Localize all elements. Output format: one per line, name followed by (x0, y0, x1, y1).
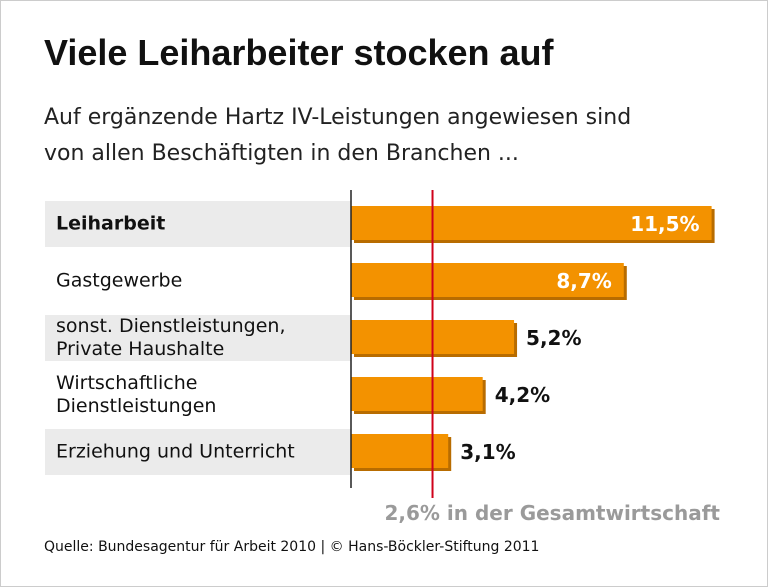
value-label: 4,2% (495, 383, 550, 407)
bar (351, 377, 483, 411)
category-label: Wirtschaftliche Dienstleistungen (56, 372, 217, 417)
category-label: Gastgewerbe (56, 269, 183, 292)
row-background (45, 315, 351, 361)
bar (351, 434, 449, 468)
category-label: Erziehung und Unterricht (56, 440, 295, 463)
reference-label: 2,6% in der Gesamtwirtschaft (385, 501, 721, 525)
value-label: 8,7% (556, 269, 611, 293)
value-label: 5,2% (526, 326, 581, 350)
chart-title: Viele Leiharbeiter stocken auf (44, 32, 554, 73)
value-label: 3,1% (460, 440, 515, 464)
category-label: sonst. Dienstleistungen, Private Haushal… (56, 315, 286, 360)
bar (351, 263, 624, 297)
row-background (45, 201, 351, 247)
bar (351, 206, 712, 240)
row-background (45, 429, 351, 475)
category-label: Leiharbeit (56, 212, 166, 235)
chart-subtitle: Auf ergänzende Hartz IV-Leistungen angew… (44, 105, 632, 166)
value-label: 11,5% (630, 212, 699, 236)
source: Quelle: Bundesagentur für Arbeit 2010 | … (44, 539, 540, 555)
